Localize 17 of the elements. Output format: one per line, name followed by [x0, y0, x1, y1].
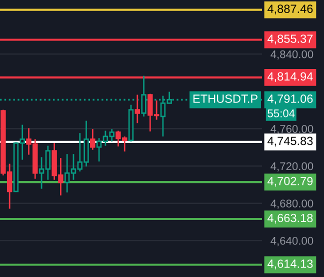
ref-line-label: 4,814.94: [268, 72, 313, 82]
annotation: ETHUSDT.P: [193, 94, 258, 103]
ref-line-label: 4,887.46: [268, 4, 313, 14]
ref-line-label: 4,855.37: [268, 34, 313, 44]
candlestick: [134, 94, 140, 124]
y-tick-label: 4,720.00: [270, 162, 314, 172]
ref-line-label: 4,614.13: [268, 260, 313, 270]
ref-line-label: 4,791.06: [268, 94, 313, 104]
text: 55:04: [268, 109, 295, 118]
ref-line-label: 4,702.79: [268, 176, 313, 187]
y-tick-label: 4,680.00: [270, 200, 314, 209]
ref-line-label: 4,663.18: [268, 214, 313, 224]
y-tick-label: 4,760.00: [270, 124, 314, 134]
candlestick: [90, 128, 96, 150]
y-tick-label: 4,840.00: [270, 50, 314, 60]
y-tick-label: 4,640.00: [270, 236, 314, 246]
ref-line-label: 4,745.83: [268, 136, 313, 146]
